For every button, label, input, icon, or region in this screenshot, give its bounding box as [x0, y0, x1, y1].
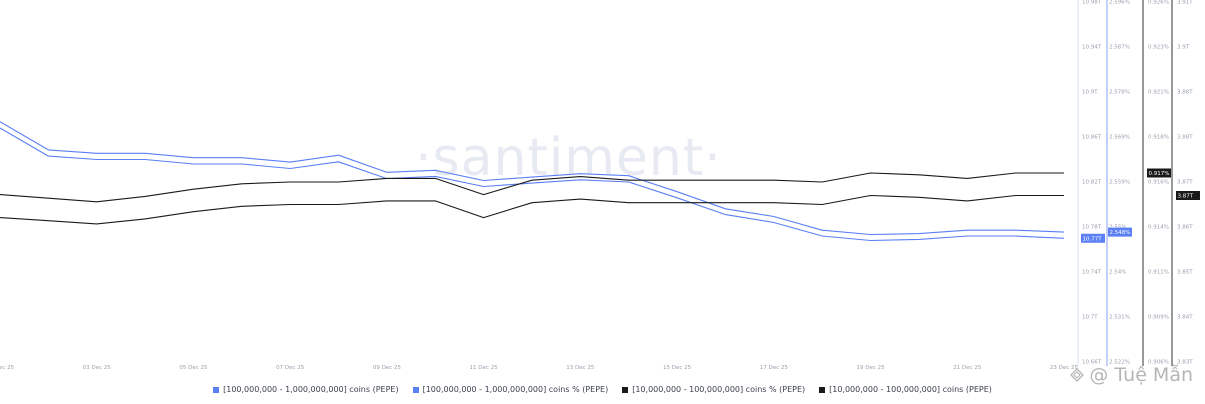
current-value-label: 10.77T [1083, 236, 1103, 242]
y-tick-label: 3.88T [1177, 135, 1193, 141]
legend-label: [100,000,000 - 1,000,000,000] coins % (P… [422, 385, 609, 394]
x-tick-label: 05 Dec 25 [179, 365, 208, 371]
y-tick-label: 3.91T [1177, 0, 1193, 6]
x-tick-label: 19 Dec 25 [856, 365, 885, 371]
legend-swatch [622, 386, 629, 393]
y-tick-label: 2.559% [1109, 180, 1130, 186]
y-tick-label: 0.923% [1148, 45, 1169, 51]
y-tick-label: 2.569% [1109, 135, 1130, 141]
legend-swatch [819, 386, 826, 393]
y-tick-label: 3.85T [1177, 270, 1193, 276]
series-line [0, 172, 1064, 203]
y-tick-label: 2.54% [1109, 270, 1126, 276]
current-value-badges: 10.77T 2.548% 0.917% 3.87T [1081, 168, 1200, 243]
y-tick-label: 10.9T [1082, 90, 1098, 96]
y-tick-label: 3.83T [1177, 360, 1193, 366]
chart-legend: [100,000,000 - 1,000,000,000] coins (PEP… [0, 385, 1205, 394]
x-tick-label: 03 Dec 25 [83, 365, 112, 371]
current-value-badge [1108, 227, 1132, 237]
legend-swatch [213, 386, 220, 393]
y-axes: 10.98T 10.94T 10.9T 10.86T 10.82T 10.78T 10.74… [1077, 0, 1193, 366]
legend-label: [10,000,000 - 100,000,000] coins % (PEPE… [632, 385, 806, 394]
series-lines [0, 121, 1065, 242]
y-tick-label: 10.78T [1082, 225, 1102, 231]
x-tick-label: 23 Dec 25 [1050, 365, 1079, 371]
y-tick-label: 3.88T [1177, 90, 1193, 96]
legend-item[interactable]: [100,000,000 - 1,000,000,000] coins % (P… [412, 385, 609, 394]
y-tick-label: 3.86T [1177, 225, 1193, 231]
author-signature: @ Tuệ Mẫn [1069, 364, 1193, 386]
legend-label: [100,000,000 - 1,000,000,000] coins (PEP… [223, 385, 399, 394]
y-tick-label: 0.916% [1148, 180, 1169, 186]
y-tick-label: 2.596% [1109, 0, 1130, 6]
current-value-label: 0.917% [1149, 171, 1170, 177]
y-tick-label: 0.909% [1148, 315, 1169, 321]
x-tick-label: 17 Dec 25 [760, 365, 789, 371]
x-tick-label: 13 Dec 25 [566, 365, 595, 371]
legend-item[interactable]: [100,000,000 - 1,000,000,000] coins (PEP… [213, 385, 399, 394]
series-line [0, 194, 1064, 225]
y-tick-label: 3.87T [1177, 180, 1193, 186]
series-line [0, 127, 1065, 242]
x-tick-label: 07 Dec 25 [276, 365, 305, 371]
y-tick-label: 0.921% [1148, 90, 1169, 96]
y-tick-label: 0.914% [1148, 225, 1169, 231]
x-tick-label: 15 Dec 25 [663, 365, 692, 371]
y-tick-label: 0.926% [1148, 0, 1169, 6]
current-value-badge [1081, 233, 1105, 243]
x-tick-label: 09 Dec 25 [373, 365, 402, 371]
y-tick-label: 2.55% [1109, 225, 1126, 231]
legend-swatch [412, 386, 419, 393]
x-tick-label: 11 Dec 25 [470, 365, 499, 371]
signature-text: @ Tuệ Mẫn [1089, 364, 1193, 386]
y-tick-label: 0.906% [1148, 360, 1169, 366]
y-tick-label: 10.94T [1082, 45, 1102, 51]
signature-logo-icon [1070, 368, 1085, 382]
y-tick-label: 3.9T [1177, 45, 1190, 51]
y-tick-label: 10.7T [1082, 315, 1098, 321]
legend-item[interactable]: [10,000,000 - 100,000,000] coins (PEPE) [819, 385, 992, 394]
legend-label: [10,000,000 - 100,000,000] coins (PEPE) [829, 385, 992, 394]
current-value-badge [1176, 191, 1200, 200]
y-tick-label: 3.84T [1177, 315, 1193, 321]
x-tick-label: 01 Dec 25 [0, 365, 15, 371]
y-tick-label: 10.86T [1082, 135, 1102, 141]
y-tick-label: 2.522% [1109, 360, 1130, 366]
y-tick-label: 2.587% [1109, 45, 1130, 51]
current-value-badge [1147, 168, 1171, 178]
y-tick-label: 10.66T [1082, 360, 1102, 366]
y-tick-label: 10.98T [1082, 0, 1102, 6]
y-tick-label: 2.531% [1109, 315, 1130, 321]
current-value-label: 3.87T [1178, 194, 1194, 200]
y-tick-label: 10.82T [1082, 180, 1102, 186]
y-tick-label: 2.578% [1109, 90, 1130, 96]
x-tick-label: 21 Dec 25 [953, 365, 982, 371]
series-line [0, 121, 1065, 236]
y-tick-label: 0.918% [1148, 135, 1169, 141]
y-tick-label: 10.74T [1082, 270, 1102, 276]
y-tick-label: 0.911% [1148, 270, 1169, 276]
x-axis: 01 Dec 25 03 Dec 25 05 Dec 25 07 Dec 25 09 D… [0, 365, 1079, 371]
current-value-label: 2.548% [1110, 230, 1131, 236]
legend-item[interactable]: [10,000,000 - 100,000,000] coins % (PEPE… [622, 385, 805, 394]
